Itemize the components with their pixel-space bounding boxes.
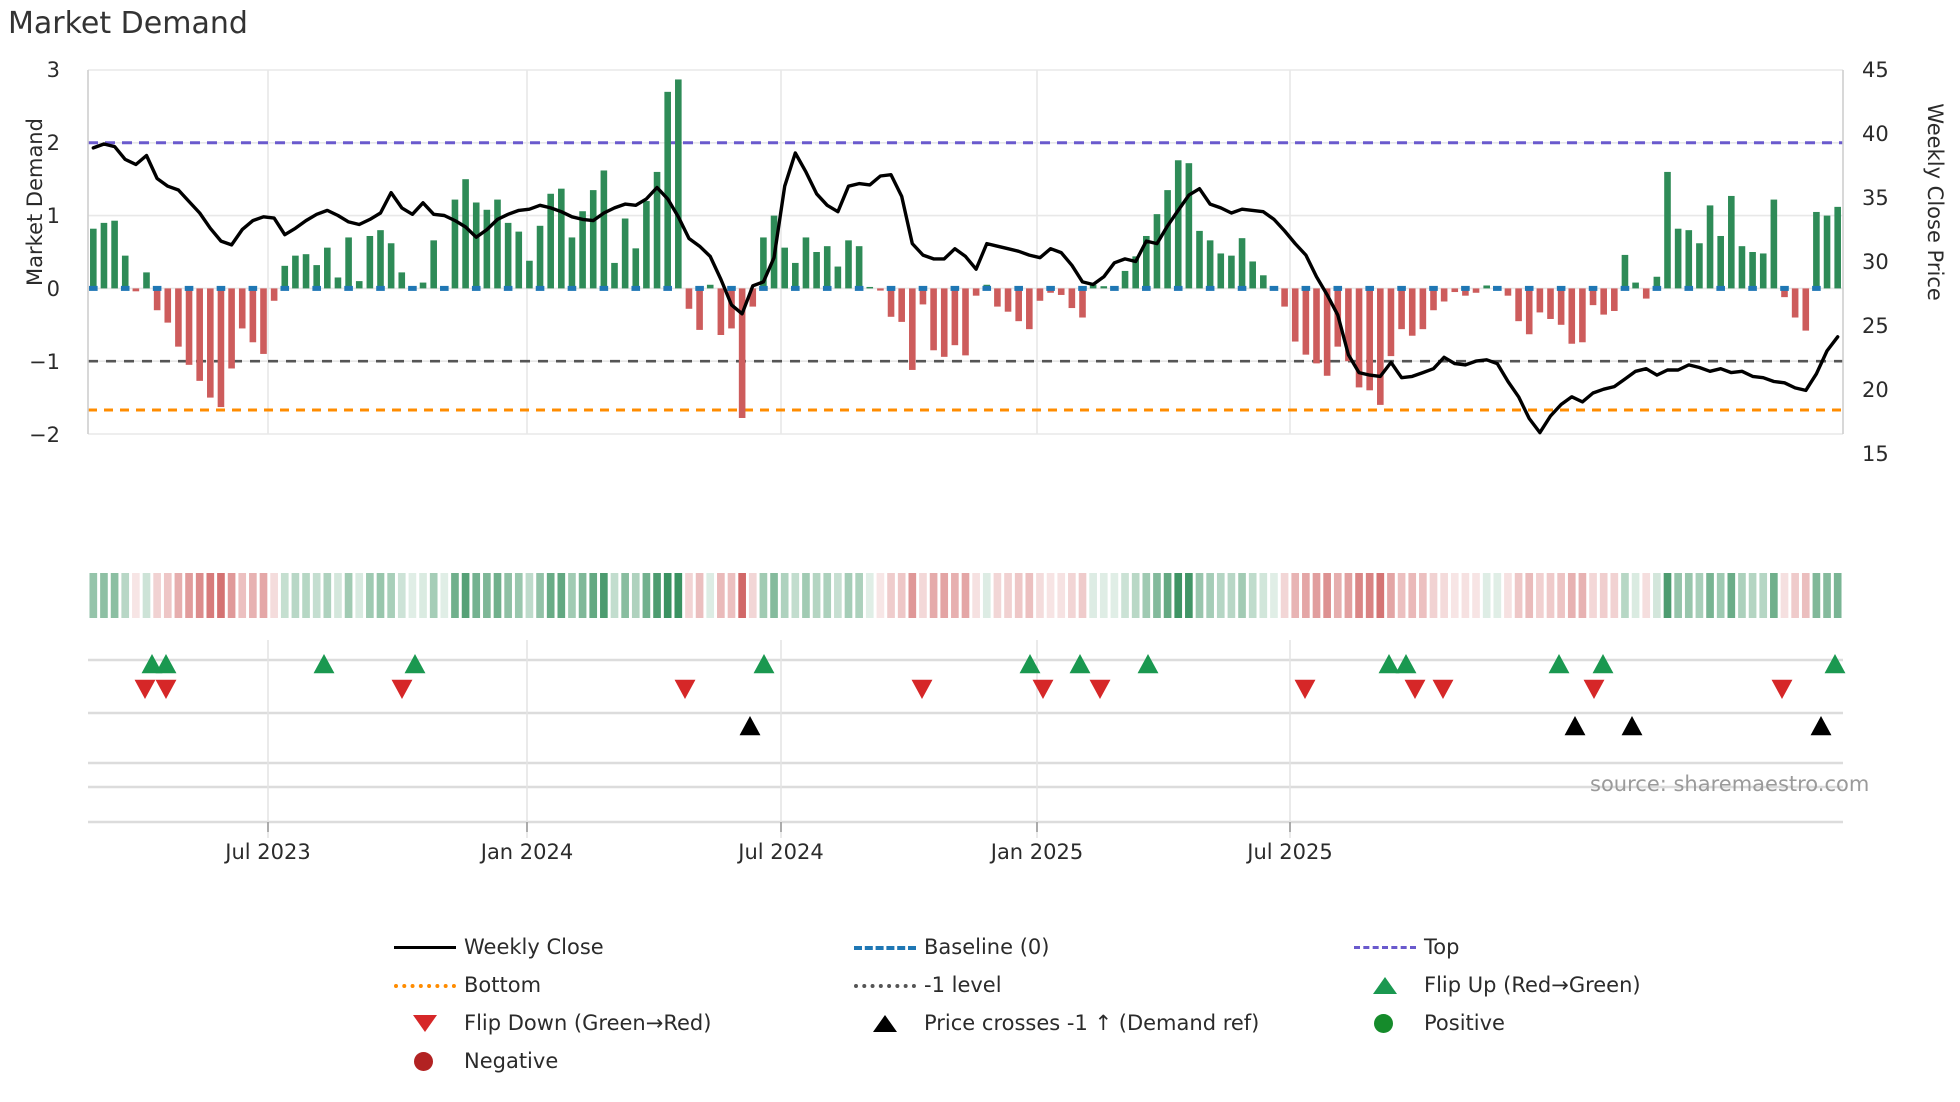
dotted-line-icon xyxy=(846,970,924,1000)
flip-up-marker[interactable] xyxy=(1137,654,1159,674)
legend-item-price-cross[interactable]: Price crosses -1 ↑ (Demand ref) xyxy=(846,1004,1346,1042)
signal-markers xyxy=(134,654,1846,736)
triangle-up-icon xyxy=(1346,970,1424,1000)
legend-label: Bottom xyxy=(464,973,542,997)
x-tick-jul-2023: Jul 2023 xyxy=(225,840,311,864)
y-right-tick-30: 30 xyxy=(1862,250,1889,274)
price-cross-marker[interactable] xyxy=(739,716,761,736)
sentiment-heatmap-strip xyxy=(89,573,1842,618)
legend-row: Bottom -1 level Flip Up (Red→Green) xyxy=(386,966,1706,1004)
flip-down-marker[interactable] xyxy=(911,679,933,699)
reference-lines xyxy=(88,141,1843,412)
legend-item-bottom[interactable]: Bottom xyxy=(386,966,846,1004)
flip-down-marker[interactable] xyxy=(1032,679,1054,699)
price-cross-marker[interactable] xyxy=(1810,716,1832,736)
flip-down-marker[interactable] xyxy=(1089,679,1111,699)
flip-down-marker[interactable] xyxy=(391,679,413,699)
price-cross-marker[interactable] xyxy=(1621,716,1643,736)
legend-item-minus-one-level[interactable]: -1 level xyxy=(846,966,1346,1004)
chart-legend: Weekly Close Baseline (0) Top Bottom -1 … xyxy=(386,928,1706,1080)
flip-up-marker[interactable] xyxy=(1592,654,1614,674)
x-tick-jul-2025: Jul 2025 xyxy=(1247,840,1333,864)
legend-label: Weekly Close xyxy=(464,935,604,959)
legend-label: Flip Up (Red→Green) xyxy=(1424,973,1641,997)
triangle-up-icon xyxy=(846,1008,924,1038)
flip-up-marker[interactable] xyxy=(313,654,335,674)
weekly-close-line xyxy=(91,142,1840,435)
y-right-tick-35: 35 xyxy=(1862,186,1889,210)
flip-down-marker[interactable] xyxy=(1294,679,1316,699)
demand-bars xyxy=(90,79,1841,418)
flip-down-marker[interactable] xyxy=(1771,679,1793,699)
x-tick-jan-2024: Jan 2024 xyxy=(480,840,574,864)
circle-icon xyxy=(386,1046,464,1076)
dotted-line-icon xyxy=(386,970,464,1000)
circle-icon xyxy=(1346,1008,1424,1038)
flip-up-marker[interactable] xyxy=(1069,654,1091,674)
flip-up-marker[interactable] xyxy=(141,654,163,674)
y-left-tick-3: 3 xyxy=(46,58,60,82)
legend-label: Positive xyxy=(1424,1011,1505,1035)
legend-label: Flip Down (Green→Red) xyxy=(464,1011,712,1035)
solid-line-icon xyxy=(386,932,464,962)
y-left-tick-1: 1 xyxy=(46,204,60,228)
page-title: Market Demand xyxy=(8,6,248,41)
flip-up-marker[interactable] xyxy=(1395,654,1417,674)
source-attribution: source: sharemaestro.com xyxy=(1590,772,1870,796)
flip-up-marker[interactable] xyxy=(404,654,426,674)
legend-item-flip-up[interactable]: Flip Up (Red→Green) xyxy=(1346,966,1706,1004)
y-left-tick-2: 2 xyxy=(46,131,60,155)
y-right-tick-40: 40 xyxy=(1862,122,1889,146)
flip-down-marker[interactable] xyxy=(1432,679,1454,699)
flip-down-marker[interactable] xyxy=(155,679,177,699)
axis-spines xyxy=(87,70,1844,838)
legend-item-flip-down[interactable]: Flip Down (Green→Red) xyxy=(386,1004,846,1042)
legend-row: Weekly Close Baseline (0) Top xyxy=(386,928,1706,966)
legend-item-negative[interactable]: Negative xyxy=(386,1042,846,1080)
flip-down-marker[interactable] xyxy=(1404,679,1426,699)
y-left-tick-0: 0 xyxy=(46,277,60,301)
legend-label: Baseline (0) xyxy=(924,935,1050,959)
flip-down-marker[interactable] xyxy=(134,679,156,699)
flip-up-marker[interactable] xyxy=(1824,654,1846,674)
triangle-down-icon xyxy=(386,1008,464,1038)
flip-up-marker[interactable] xyxy=(1378,654,1400,674)
legend-label: Price crosses -1 ↑ (Demand ref) xyxy=(924,1011,1260,1035)
legend-label: -1 level xyxy=(924,973,1002,997)
y-right-tick-45: 45 xyxy=(1862,58,1889,82)
legend-item-weekly-close[interactable]: Weekly Close xyxy=(386,928,846,966)
flip-up-marker[interactable] xyxy=(1548,654,1570,674)
y-right-tick-20: 20 xyxy=(1862,378,1889,402)
y-right-tick-15: 15 xyxy=(1862,442,1889,466)
flip-down-marker[interactable] xyxy=(674,679,696,699)
y-left-tick-neg1: −1 xyxy=(29,350,60,374)
dashed-line-icon xyxy=(846,932,924,962)
legend-item-top[interactable]: Top xyxy=(1346,928,1706,966)
price-cross-marker[interactable] xyxy=(1564,716,1586,736)
dotted-line-icon xyxy=(1346,932,1424,962)
x-tick-jul-2024: Jul 2024 xyxy=(738,840,824,864)
flip-up-marker[interactable] xyxy=(155,654,177,674)
flip-down-marker[interactable] xyxy=(1583,679,1605,699)
legend-label: Negative xyxy=(464,1049,559,1073)
legend-item-positive[interactable]: Positive xyxy=(1346,1004,1706,1042)
y-right-tick-25: 25 xyxy=(1862,314,1889,338)
flip-up-marker[interactable] xyxy=(753,654,775,674)
y-left-tick-neg2: −2 xyxy=(29,423,60,447)
legend-label: Top xyxy=(1424,935,1460,959)
legend-item-baseline[interactable]: Baseline (0) xyxy=(846,928,1346,966)
legend-row: Negative xyxy=(386,1042,1706,1080)
legend-row: Flip Down (Green→Red) Price crosses -1 ↑… xyxy=(386,1004,1706,1042)
flip-up-marker[interactable] xyxy=(1019,654,1041,674)
x-tick-jan-2025: Jan 2025 xyxy=(990,840,1084,864)
